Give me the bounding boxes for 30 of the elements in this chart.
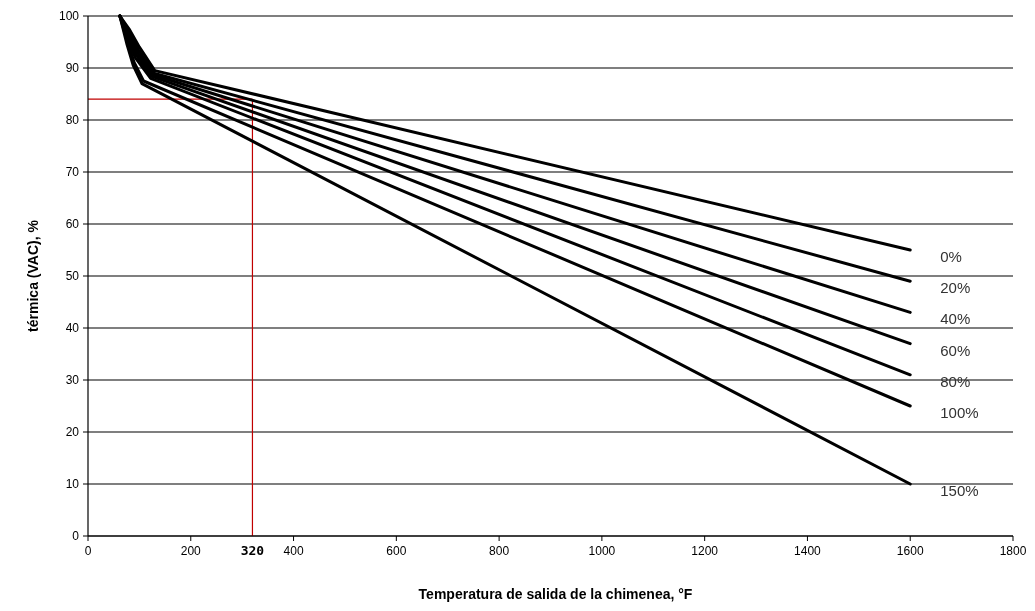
x-tick-label: 1000	[588, 544, 616, 558]
y-tick-label: 90	[65, 61, 80, 75]
text: 40%	[940, 310, 971, 328]
y-tick-label: 80	[65, 113, 80, 127]
x-tick-label: 1800	[999, 544, 1027, 558]
y-tick-label: 20	[65, 425, 80, 439]
x-tick-label: 200	[180, 544, 202, 558]
text: 0%	[940, 248, 962, 265]
y-tick-label: 100	[58, 9, 80, 23]
y-tick-label: 40	[65, 321, 80, 335]
y-tick-label: 70	[65, 165, 80, 179]
x-tick-label: 1400	[794, 544, 822, 558]
ref-line-label: 320	[240, 543, 265, 558]
y-tick-label: 0	[72, 529, 80, 543]
x-tick-label: 400	[283, 544, 304, 558]
y-tick-label: 30	[65, 373, 80, 387]
text: 20%	[940, 279, 971, 297]
y-axis-title: térmica (VAC), %	[25, 219, 41, 332]
x-tick-label: 800	[489, 544, 510, 558]
text: 60%	[940, 341, 971, 359]
y-tick-label: 60	[65, 217, 80, 231]
text: 100%	[940, 404, 979, 421]
x-tick-label: 1600	[896, 544, 924, 558]
y-tick-label: 50	[65, 269, 80, 283]
x-tick-label: 0	[84, 544, 92, 558]
text: 150%	[940, 482, 979, 499]
y-tick-label: 10	[65, 477, 80, 491]
x-tick-label: 1200	[691, 544, 719, 558]
x-axis-title: Temperatura de salida de la chimenea, °F	[418, 586, 693, 602]
x-tick-label: 600	[386, 544, 407, 558]
